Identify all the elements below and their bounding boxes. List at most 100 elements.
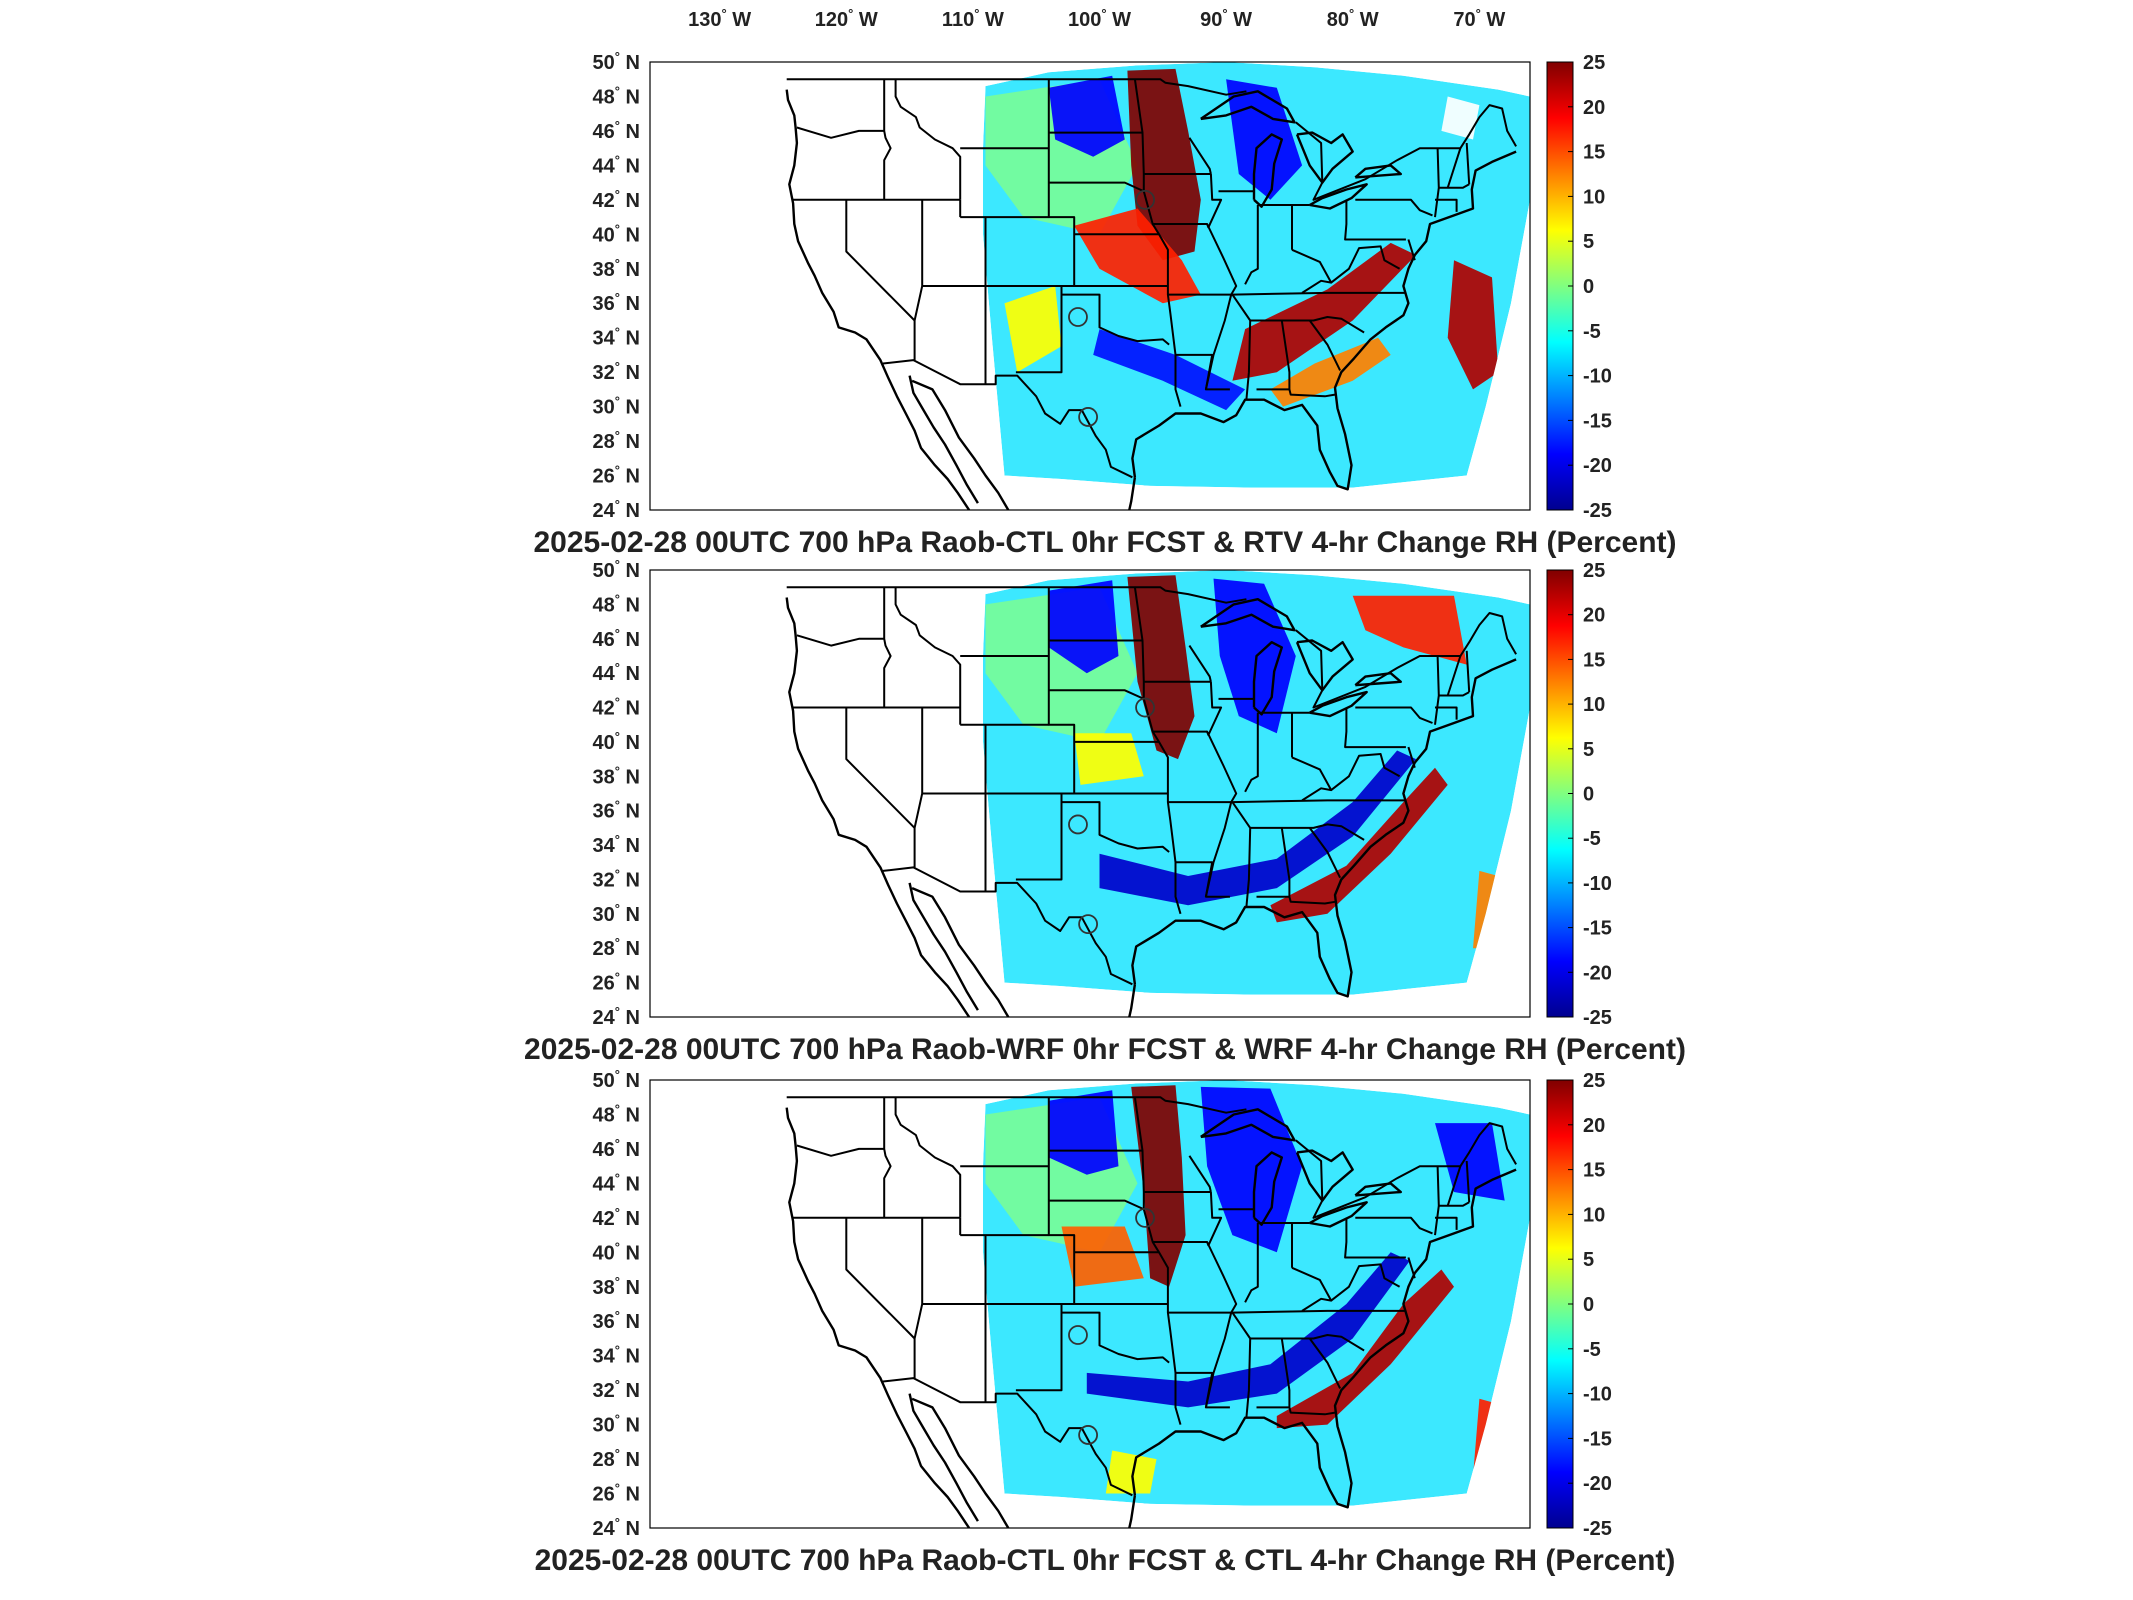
coastline xyxy=(911,379,1010,510)
colorbar-tick-label: 25 xyxy=(1583,560,1605,582)
svg-text:50° N: 50° N xyxy=(593,49,640,74)
svg-text:32° N: 32° N xyxy=(593,359,640,384)
panel-title: 2025-02-28 00UTC 700 hPa Raob-CTL 0hr FC… xyxy=(533,526,1676,559)
national-border xyxy=(1295,612,1517,709)
colorbar-tick-label: 25 xyxy=(1583,52,1605,74)
svg-text:38° N: 38° N xyxy=(593,256,640,281)
lat-tick-label: 44° N xyxy=(593,660,640,685)
map-panel-ctl: 50° N 48° N 46° N 44° N 42° N 40° N 38° N 36° N… xyxy=(535,1067,1676,1577)
svg-text:46° N: 46° N xyxy=(593,626,640,651)
field-blob xyxy=(1232,242,1416,381)
map-area xyxy=(650,62,1530,510)
colorbar-tick-label: -20 xyxy=(1583,455,1612,477)
lat-tick-label: 36° N xyxy=(593,798,640,823)
map-area xyxy=(650,1080,1530,1528)
coastline xyxy=(1128,984,1137,1017)
svg-text:34° N: 34° N xyxy=(593,1343,640,1368)
state-border xyxy=(1256,320,1291,391)
coastline xyxy=(911,886,1010,1017)
colorbar: 25 20 15 10 5 0 -5 -10 -15 -20 -25 xyxy=(1546,52,1612,522)
lat-tick-label: 38° N xyxy=(593,1274,640,1299)
svg-text:44° N: 44° N xyxy=(593,152,640,177)
state-border xyxy=(1167,291,1405,296)
colorbar: 25 20 15 10 5 0 -5 -10 -15 -20 -25 xyxy=(1546,1070,1612,1540)
colorbar-tick-label: -25 xyxy=(1583,1007,1612,1029)
colorbar-tick-label: -25 xyxy=(1583,1518,1612,1540)
state-border xyxy=(1438,691,1470,697)
svg-text:28° N: 28° N xyxy=(593,428,640,453)
state-border xyxy=(1047,1097,1076,1304)
national-border xyxy=(882,359,1133,479)
national-border xyxy=(786,78,1247,96)
svg-text:70° W: 70° W xyxy=(1453,6,1505,31)
colorbar-tick-label: 5 xyxy=(1583,739,1594,761)
state-border xyxy=(1061,1311,1170,1364)
raob-station-marker xyxy=(1068,1325,1088,1345)
svg-text:28° N: 28° N xyxy=(593,1446,640,1471)
coastline xyxy=(785,1107,971,1528)
colorbar-tick-label: -15 xyxy=(1583,410,1612,432)
svg-text:120° W: 120° W xyxy=(815,6,878,31)
longitude-axis: 130° W 120° W 110° W 100° W 90° W 80° W 70° W xyxy=(688,6,1505,31)
svg-text:26° N: 26° N xyxy=(593,463,640,488)
raob-station-marker xyxy=(1078,914,1099,935)
national-border xyxy=(882,1377,1133,1497)
field-blob xyxy=(1048,1090,1119,1175)
coastline xyxy=(1131,1168,1517,1509)
field-blob xyxy=(1048,75,1125,157)
svg-text:50° N: 50° N xyxy=(593,557,640,582)
colorbar-tick-label: -10 xyxy=(1583,873,1612,895)
lon-tick-label: 120° W xyxy=(815,6,878,31)
colorbar-tick-label: 15 xyxy=(1583,649,1605,671)
raob-station-marker xyxy=(1078,407,1099,427)
lat-tick-label: 48° N xyxy=(593,591,640,616)
state-border xyxy=(1355,706,1433,724)
svg-text:48° N: 48° N xyxy=(593,591,640,616)
state-border xyxy=(1167,799,1405,804)
state-border xyxy=(1355,198,1433,217)
lat-tick-label: 50° N xyxy=(593,49,640,74)
svg-text:32° N: 32° N xyxy=(593,866,640,891)
lat-tick-label: 44° N xyxy=(593,1170,640,1195)
great-lake xyxy=(1295,131,1354,184)
state-border xyxy=(1355,1216,1433,1235)
svg-text:36° N: 36° N xyxy=(593,1308,640,1333)
field-blob xyxy=(1352,595,1467,665)
state-border xyxy=(1188,1155,1212,1193)
svg-text:24° N: 24° N xyxy=(593,1515,640,1540)
svg-text:90° W: 90° W xyxy=(1200,6,1252,31)
colorbar-tick-label: -5 xyxy=(1583,828,1601,850)
state-border xyxy=(883,1097,892,1218)
state-border xyxy=(796,126,885,139)
map-frame xyxy=(649,1079,1531,1529)
state-border xyxy=(1438,1201,1470,1207)
lat-tick-label: 32° N xyxy=(593,359,640,384)
lat-tick-label: 36° N xyxy=(593,290,640,315)
colorbar-tick-label: 20 xyxy=(1583,605,1605,627)
state-border xyxy=(1048,1199,1145,1211)
state-border xyxy=(1188,137,1212,175)
colorbar-tick-label: 0 xyxy=(1583,276,1594,298)
state-border xyxy=(1465,142,1471,185)
panel-title: 2025-02-28 00UTC 700 hPa Raob-CTL 0hr FC… xyxy=(535,1544,1676,1577)
svg-text:34° N: 34° N xyxy=(593,325,640,350)
state-border xyxy=(1288,389,1336,398)
great-lake xyxy=(1354,1182,1403,1197)
colorbar-tick-label: 20 xyxy=(1583,1115,1605,1137)
svg-text:36° N: 36° N xyxy=(593,798,640,823)
lat-tick-label: 30° N xyxy=(593,394,640,419)
field-blob xyxy=(1004,286,1062,373)
state-border xyxy=(1133,1097,1182,1425)
field-blob xyxy=(1061,1226,1144,1287)
lat-tick-label: 28° N xyxy=(593,1446,640,1471)
svg-text:48° N: 48° N xyxy=(593,1101,640,1126)
state-border xyxy=(1256,827,1291,898)
state-border xyxy=(1435,198,1458,212)
lat-tick-label: 50° N xyxy=(593,1067,640,1092)
colorbar-tick-label: -25 xyxy=(1583,500,1612,522)
lat-tick-label: 26° N xyxy=(593,970,640,995)
svg-text:34° N: 34° N xyxy=(593,832,640,857)
state-border xyxy=(1015,1304,1063,1392)
raob-station-marker xyxy=(1078,1425,1099,1445)
lat-tick-label: 38° N xyxy=(593,256,640,281)
